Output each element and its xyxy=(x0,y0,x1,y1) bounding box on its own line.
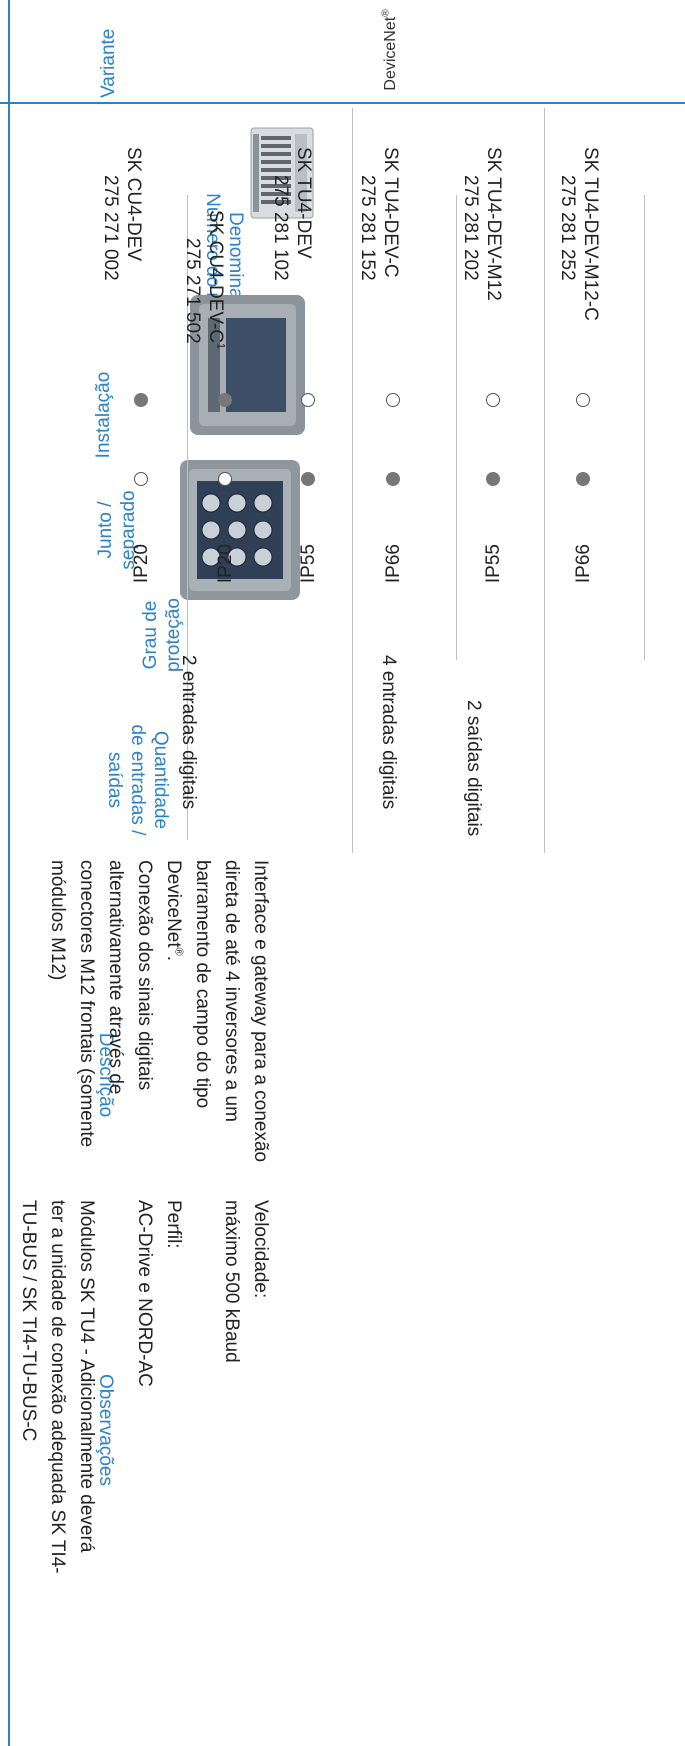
row-5-installation-dot xyxy=(486,393,500,407)
row-5-name: SK TU4-DEV-M12 275 281 202 xyxy=(460,147,504,301)
row-6-separate-dot xyxy=(576,472,590,486)
io-tu4-outputs: 2 saídas digitais xyxy=(463,700,484,837)
row-4-separate-dot xyxy=(386,472,400,486)
row-3-protection: IP55 xyxy=(298,544,319,584)
product-image-cu4 xyxy=(250,127,314,219)
row-6-installation-dot xyxy=(576,393,590,407)
remarks-text: Velocidade: máximo 500 kBaud Perfil: AC-… xyxy=(18,1200,271,1574)
row-separator xyxy=(644,195,645,660)
row-separator xyxy=(352,108,353,853)
row-2-separate-dot xyxy=(218,472,232,486)
header-io: Quantidade de entradas / saídas xyxy=(104,724,171,836)
row-1-name: SK CU4-DEV 275 271 002 xyxy=(100,147,144,281)
row-separator xyxy=(544,108,545,853)
row-1-protection: IP20 xyxy=(131,544,152,584)
io-cu4: 2 entradas digitais xyxy=(178,655,199,810)
header-divider-line xyxy=(0,102,685,104)
row-3-installation-dot xyxy=(301,393,315,407)
header-variant: Variante xyxy=(98,28,119,98)
row-4-protection: IP66 xyxy=(383,544,404,584)
row-4-installation-dot xyxy=(386,393,400,407)
row-6-name: SK TU4-DEV-M12-C 275 281 252 xyxy=(557,147,601,321)
row-5-separate-dot xyxy=(486,472,500,486)
variant-devicenet-label: DeviceNet® xyxy=(380,9,399,91)
row-2-installation-dot xyxy=(218,393,232,407)
io-tu4-inputs: 4 entradas digitais xyxy=(378,655,399,810)
row-5-protection: IP55 xyxy=(483,544,504,584)
product-image-tu4-m12 xyxy=(180,460,300,600)
table-bottom-line xyxy=(8,0,10,1746)
row-6-protection: IP66 xyxy=(573,544,594,584)
row-1-separate-dot xyxy=(134,472,148,486)
row-3-name: SK TU4-DEV 275 281 102 xyxy=(270,147,314,281)
row-1-installation-dot xyxy=(134,393,148,407)
header-installation: Instalação xyxy=(93,371,114,459)
row-2-name: SK CU4-DEV-C1 275 271 502 xyxy=(182,210,227,350)
row-separator xyxy=(456,195,457,660)
row-4-name: SK TU4-DEV-C 275 281 152 xyxy=(357,147,401,281)
description-text: Interface e gateway para a conexão diret… xyxy=(47,860,271,1163)
row-2-protection: IP20 xyxy=(215,544,236,584)
row-3-separate-dot xyxy=(301,472,315,486)
